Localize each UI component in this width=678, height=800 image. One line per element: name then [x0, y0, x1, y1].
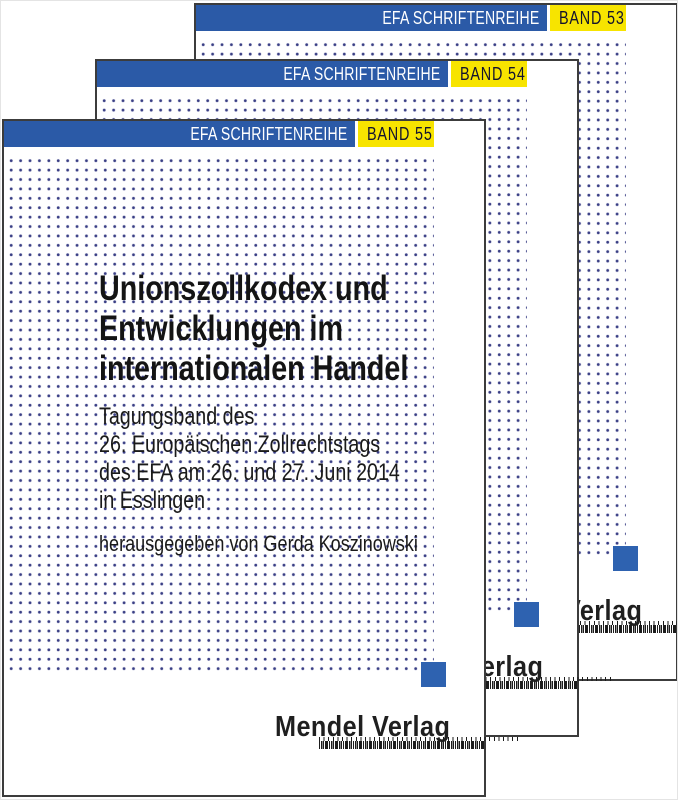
band-badge: BAND 54: [451, 61, 527, 87]
book-subtitle-line: in Esslingen: [99, 487, 206, 514]
series-title: EFA SCHRIFTENREIHE: [282, 63, 440, 84]
subtitle-block: Tagungsband des 26. Europäischen Zollrec…: [99, 403, 452, 515]
title-block: Unionszollkodex und Entwicklungen im int…: [99, 269, 452, 557]
series-title: EFA SCHRIFTENREIHE: [189, 123, 347, 144]
band-badge: BAND 53: [550, 5, 626, 31]
series-header-bar: EFA SCHRIFTENREIHE BAND 54: [97, 61, 577, 87]
series-bar-blue: EFA SCHRIFTENREIHE: [196, 5, 547, 31]
dot-pattern: [4, 154, 434, 675]
barcode-ticks: [511, 621, 677, 625]
series-header-bar: EFA SCHRIFTENREIHE BAND 55: [4, 121, 484, 147]
book-cover-band-55: EFA SCHRIFTENREIHE BAND 55 Unionszollkod…: [2, 119, 519, 797]
barcode-strip: [319, 741, 485, 749]
series-title: EFA SCHRIFTENREIHE: [381, 7, 539, 28]
band-badge: BAND 55: [358, 121, 434, 147]
accent-square: [421, 662, 446, 687]
barcode-strip: [412, 681, 578, 689]
barcode-strip: [511, 625, 677, 633]
book-subtitle-line: 26. Europäischen Zollrechtstags: [99, 431, 381, 458]
series-header-bar: EFA SCHRIFTENREIHE BAND 53: [196, 5, 676, 31]
book-title-line: Unionszollkodex und: [99, 269, 388, 308]
book-subtitle-line: Tagungsband des: [99, 403, 255, 430]
band-badge-label: BAND 55: [367, 123, 433, 144]
series-bar-blue: EFA SCHRIFTENREIHE: [4, 121, 355, 147]
barcode-ticks: [319, 737, 519, 741]
book-title-line: internationalen Handel: [99, 349, 409, 388]
barcode-ticks: [412, 677, 612, 681]
book-editor-line: herausgegeben von Gerda Koszinowski: [99, 531, 418, 556]
book-subtitle-line: des EFA am 26. und 27. Juni 2014: [99, 459, 400, 486]
accent-square: [613, 546, 638, 571]
band-badge-label: BAND 54: [460, 63, 526, 84]
accent-square: [514, 602, 539, 627]
band-badge-label: BAND 53: [559, 7, 625, 28]
series-bar-blue: EFA SCHRIFTENREIHE: [97, 61, 448, 87]
book-title-line: Entwicklungen im: [99, 309, 343, 348]
